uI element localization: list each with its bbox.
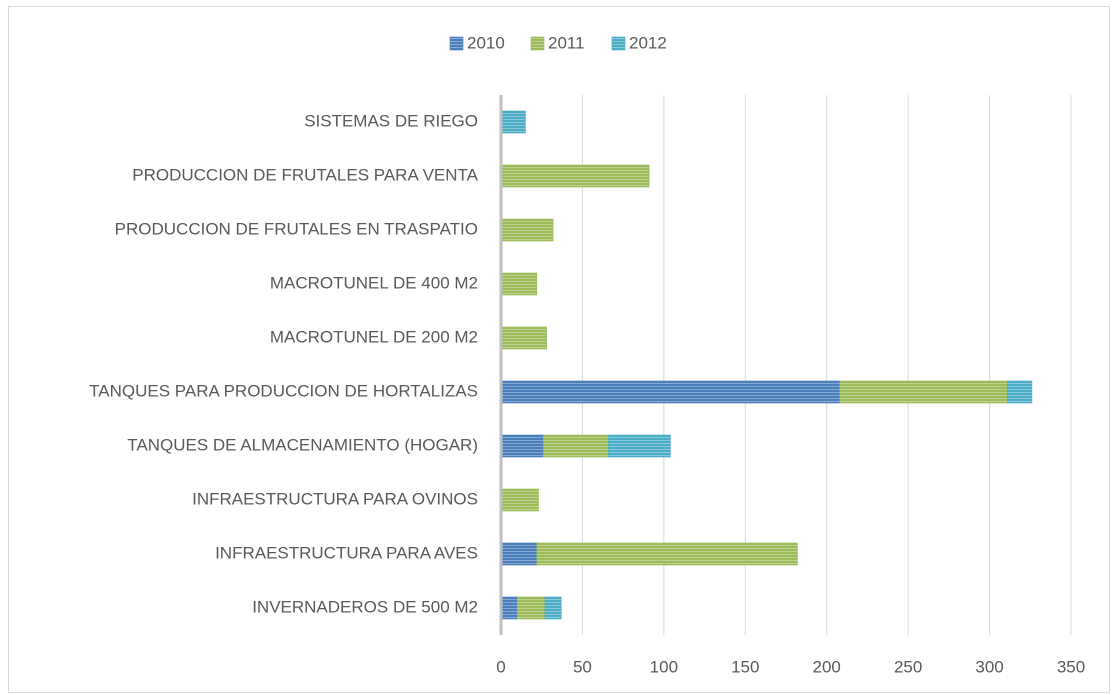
x-tick-label: 50 — [573, 657, 592, 676]
chart-frame — [8, 6, 1110, 693]
bar-segment — [516, 596, 546, 620]
bar-segment — [500, 218, 554, 242]
bar-segment — [839, 380, 1008, 404]
bar-segment — [500, 164, 650, 188]
bar-segment — [608, 434, 671, 458]
legend-label: 2012 — [629, 33, 667, 52]
y-tick-label: MACROTUNEL DE 200 M2 — [270, 327, 478, 346]
y-tick-label: INVERNADEROS DE 500 M2 — [252, 597, 478, 616]
bar-segment — [500, 596, 518, 620]
x-tick-label: 300 — [975, 657, 1003, 676]
y-tick-label: PRODUCCION DE FRUTALES EN TRASPATIO — [115, 219, 478, 238]
bar-segment — [500, 380, 841, 404]
y-tick-label: SISTEMAS DE RIEGO — [304, 111, 478, 130]
x-tick-label: 350 — [1057, 657, 1085, 676]
bar-segment — [543, 434, 609, 458]
x-tick-label: 100 — [650, 657, 678, 676]
y-tick-label: INFRAESTRUCTURA PARA OVINOS — [192, 489, 478, 508]
bar-segment — [500, 434, 544, 458]
legend-label: 2011 — [548, 33, 585, 52]
y-tick-label: INFRAESTRUCTURA PARA AVES — [215, 543, 478, 562]
bar-segment — [500, 272, 538, 296]
x-tick-label: 150 — [731, 657, 759, 676]
y-tick-label: PRODUCCION DE FRUTALES PARA VENTA — [132, 165, 478, 184]
x-tick-label: 200 — [813, 657, 841, 676]
legend-label: 2010 — [467, 33, 505, 52]
y-tick-label: MACROTUNEL DE 400 M2 — [270, 273, 478, 292]
y-tick-label: TANQUES PARA PRODUCCION DE HORTALIZAS — [89, 381, 478, 400]
legend-swatch — [449, 36, 464, 51]
bar-segment — [536, 542, 798, 566]
legend-swatch — [530, 36, 545, 51]
x-tick-label: 250 — [894, 657, 922, 676]
bar-segment — [500, 542, 538, 566]
bar-segment — [500, 488, 539, 512]
bar-segment — [544, 596, 562, 620]
x-tick-label: 0 — [496, 657, 505, 676]
legend-swatch — [611, 36, 626, 51]
y-tick-label: TANQUES DE ALMACENAMIENTO (HOGAR) — [127, 435, 478, 454]
bar-segment — [1007, 380, 1033, 404]
bar-segment — [500, 110, 526, 134]
bar-segment — [500, 326, 547, 350]
